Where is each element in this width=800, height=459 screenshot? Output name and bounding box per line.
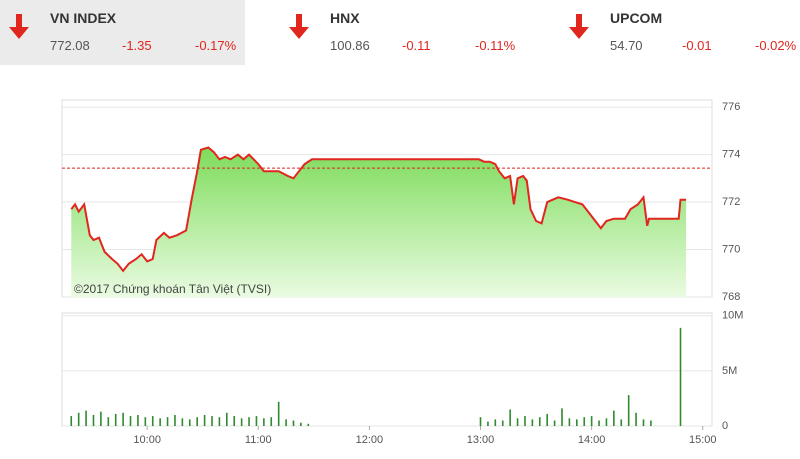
volume-bar: [635, 412, 637, 426]
volume-bar: [270, 417, 273, 426]
volume-bar: [650, 420, 652, 426]
x-tick-label: 14:00: [578, 434, 606, 446]
volume-bar: [255, 416, 258, 426]
volume-bar: [263, 418, 265, 426]
volume-bar: [92, 414, 95, 426]
volume-bar: [151, 416, 154, 426]
volume-bar: [509, 409, 511, 426]
volume-bar: [531, 419, 534, 426]
annotation: ©2017 Chứng khoán Tân Việt (TVSI): [74, 282, 271, 296]
volume-bar: [114, 413, 117, 426]
volume-bar: [642, 419, 645, 426]
volume-bar: [524, 416, 526, 426]
volume-bar: [598, 420, 600, 426]
index-name: VN INDEX: [50, 10, 117, 26]
y-tick-label: 768: [722, 291, 740, 303]
index-change: -1.35: [122, 38, 152, 53]
index-percent: -0.17%: [195, 38, 237, 53]
volume-bar: [516, 418, 519, 426]
volume-bar: [166, 417, 169, 426]
down-arrow: [289, 14, 309, 39]
volume-bar: [679, 327, 682, 426]
volume-bar: [487, 421, 489, 426]
x-tick-label: 11:00: [245, 434, 272, 446]
volume-bar: [546, 413, 548, 426]
volume-bar: [292, 420, 295, 426]
volume-bar: [240, 418, 243, 426]
index-panel: UPCOM 54.70 -0.01 -0.02%: [560, 0, 800, 65]
y-tick-label: 5M: [722, 365, 737, 377]
volume-bar: [627, 395, 630, 426]
y-tick-label: 770: [722, 243, 740, 255]
x-tick-label: 13:00: [467, 434, 495, 446]
price-area: [71, 147, 687, 297]
volume-bar: [122, 412, 124, 426]
volume-bar: [137, 414, 139, 426]
volume-bar: [144, 417, 147, 426]
volume-bar: [181, 418, 184, 426]
volume-bar: [233, 416, 236, 426]
volume-bar: [479, 417, 482, 426]
volume-bar: [248, 417, 250, 426]
volume-bar: [583, 417, 586, 426]
volume-bar: [218, 417, 221, 426]
volume-bar: [307, 423, 310, 426]
volume-bar: [226, 412, 228, 426]
y-tick-label: 772: [722, 196, 740, 208]
index-value: 54.70: [610, 38, 643, 53]
volume-bar: [576, 419, 578, 426]
down-arrow: [569, 14, 589, 39]
volume-bar: [613, 410, 615, 426]
volume-bar: [568, 418, 571, 426]
x-tick-label: 12:00: [356, 434, 384, 446]
volume-bar: [277, 401, 280, 426]
index-panel: HNX 100.86 -0.11 -0.11%: [280, 0, 542, 65]
volume-bar: [129, 416, 132, 426]
index-name: UPCOM: [610, 10, 663, 26]
index-change: -0.01: [682, 38, 712, 53]
volume-bar: [538, 417, 541, 426]
index-value: 772.08: [50, 38, 90, 53]
plot-frame: [61, 312, 713, 427]
volume-bar: [70, 416, 73, 426]
volume-bar: [620, 419, 623, 426]
volume-bar: [203, 414, 206, 426]
x-tick-label: 15:00: [689, 434, 717, 446]
volume-bar: [174, 414, 176, 426]
volume-bar: [285, 419, 287, 426]
y-tick-label: 776: [722, 101, 740, 113]
x-tick-label: 10:00: [133, 434, 161, 446]
volume-bar: [553, 420, 556, 426]
price-line: [70, 146, 687, 273]
index-name: HNX: [330, 10, 360, 26]
volume-bar: [561, 408, 563, 426]
y-tick-label: 10M: [722, 310, 743, 322]
volume-bar: [188, 419, 191, 426]
volume-bar: [590, 416, 593, 426]
y-tick-label: 0: [722, 420, 728, 432]
volume-bar: [211, 416, 213, 426]
index-bar: VN INDEX 772.08 -1.35 -0.17% HNX 100.86 -0.11 -…: [0, 0, 800, 65]
volume-bar: [196, 417, 198, 426]
index-panel: VN INDEX 772.08 -1.35 -0.17%: [0, 0, 245, 65]
volume-bar: [300, 422, 302, 426]
volume-bar: [494, 419, 497, 426]
y-tick-label: 774: [722, 148, 740, 160]
volume-bar: [107, 417, 110, 426]
volume-bar: [85, 410, 87, 426]
volume-bar: [501, 420, 504, 426]
index-percent: -0.11%: [475, 38, 516, 53]
volume-bar: [605, 418, 608, 426]
volume-bar: [100, 411, 102, 426]
index-percent: -0.02%: [755, 38, 797, 53]
index-change: -0.11: [402, 38, 431, 53]
index-value: 100.86: [330, 38, 370, 53]
down-arrow: [9, 14, 29, 39]
volume-bar: [159, 418, 161, 426]
volume-bar: [77, 412, 80, 426]
